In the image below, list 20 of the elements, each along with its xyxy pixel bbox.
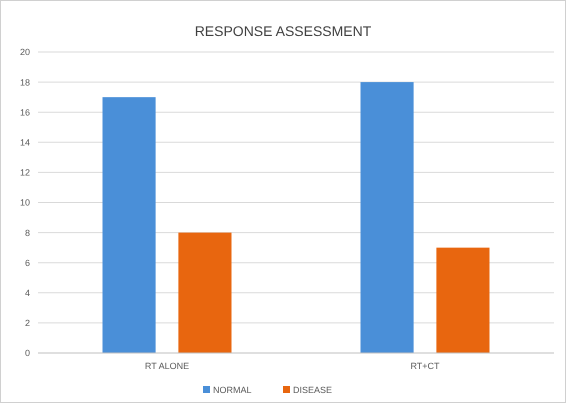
x-tick-label: RT ALONE xyxy=(144,361,190,371)
y-tick-label: 16 xyxy=(20,107,30,118)
y-tick-label: 14 xyxy=(20,137,30,148)
x-tick-label: RT+CT xyxy=(410,361,440,371)
bar xyxy=(102,97,156,353)
chart-title: RESPONSE ASSESSMENT xyxy=(194,23,372,39)
y-tick-label: 18 xyxy=(20,77,30,88)
y-tick-label: 12 xyxy=(20,168,30,178)
y-tick-label: 20 xyxy=(20,47,30,58)
bar xyxy=(360,82,414,353)
y-tick-label: 10 xyxy=(20,198,30,208)
legend-label: NORMAL xyxy=(213,385,252,395)
y-tick-label: 2 xyxy=(24,318,30,328)
bar xyxy=(178,232,232,353)
y-tick-label: 4 xyxy=(24,288,30,298)
legend-label: DISEASE xyxy=(293,385,332,395)
y-tick-label: 6 xyxy=(24,258,30,268)
bar xyxy=(436,248,490,353)
y-tick-label: 0 xyxy=(24,348,30,358)
y-tick-label: 8 xyxy=(24,228,30,238)
